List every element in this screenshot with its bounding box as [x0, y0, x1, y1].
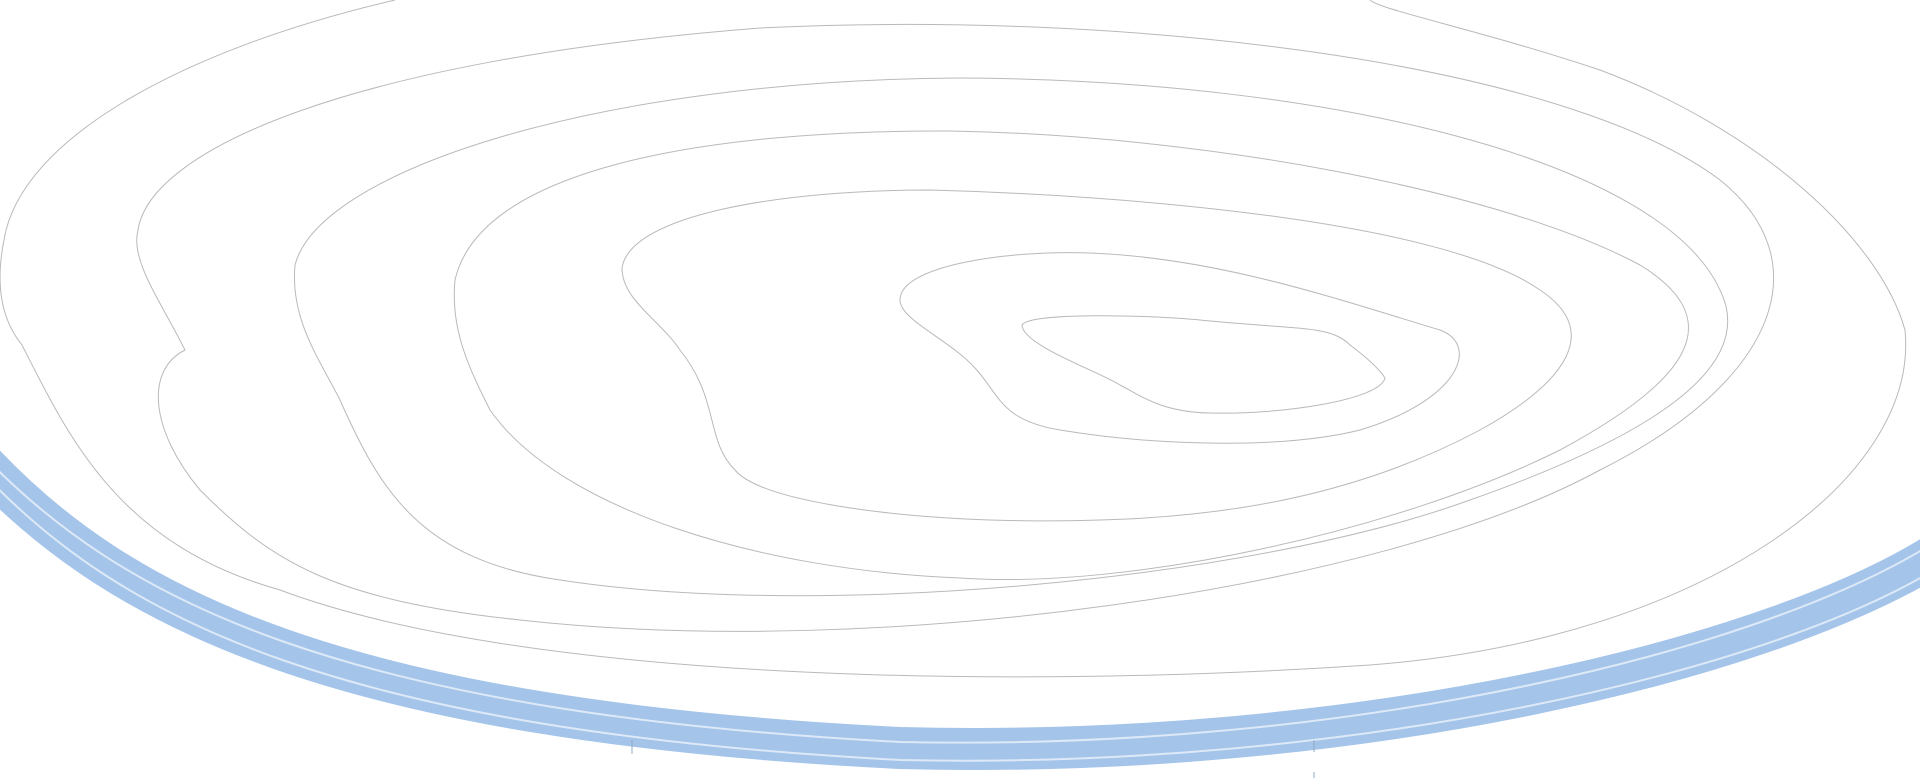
- contour-lines: [0, 0, 1907, 678]
- river-band: [0, 450, 1920, 778]
- contour-line: [899, 252, 1460, 444]
- contour-line: [0, 0, 1907, 678]
- contour-line: [453, 130, 1690, 581]
- river-band-fill: [0, 450, 1920, 770]
- contour-line: [293, 77, 1729, 597]
- contour-line: [1021, 315, 1386, 414]
- contour-line: [621, 189, 1572, 522]
- contour-line: [136, 23, 1775, 632]
- river-lane-separator-lower: [0, 489, 1920, 762]
- river-lane-separator-upper: [0, 470, 1920, 744]
